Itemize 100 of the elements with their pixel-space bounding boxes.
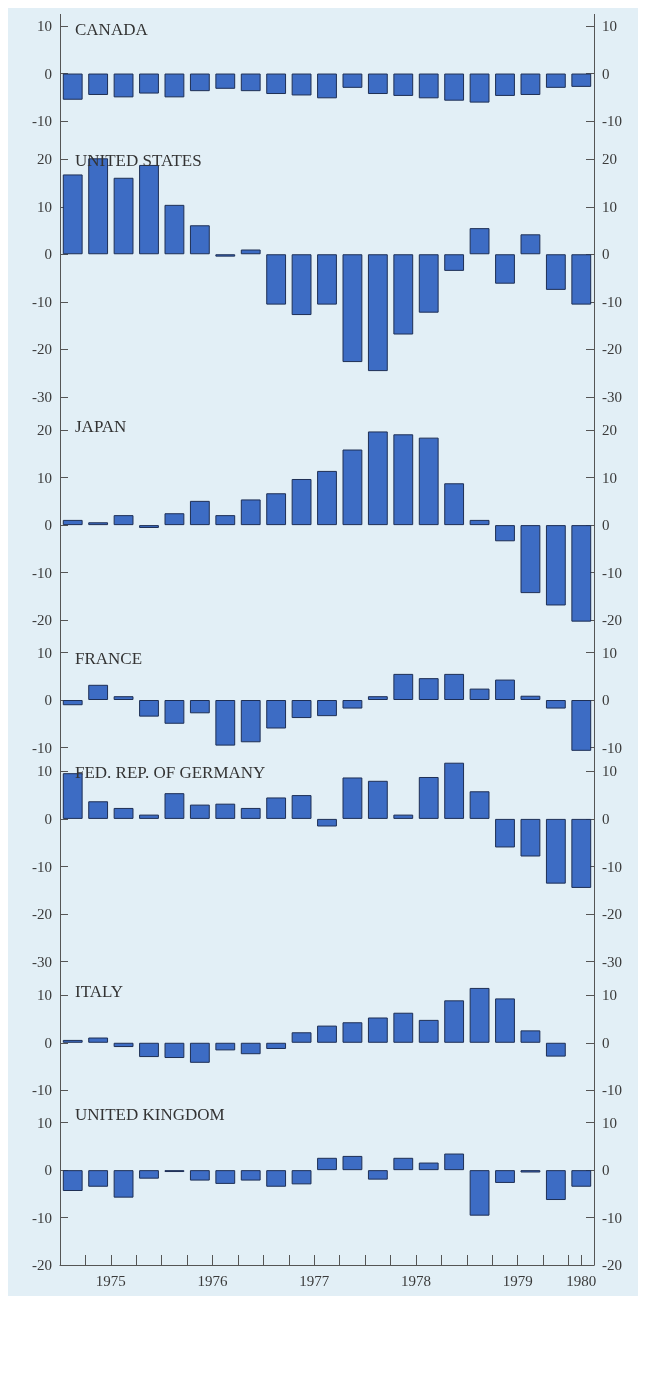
x-tick-label: 1976 [197,1272,229,1289]
y2-tick-label: 0 [602,65,610,82]
bar [444,482,465,525]
y-tick-label: -10 [32,739,52,756]
bar [113,1170,134,1199]
bar [113,177,134,254]
bar [317,1158,337,1171]
bar [139,814,159,820]
bar [367,1170,388,1180]
bar [164,793,185,820]
y2-tick-label: -10 [602,564,622,581]
bar [342,700,363,709]
bar [240,499,261,525]
bar [139,1170,159,1180]
bar [571,1170,592,1188]
y2-tick-label: 10 [602,469,617,486]
bar [113,1042,134,1047]
bar [240,700,261,743]
y2-tick-label: 0 [602,1034,610,1051]
bar [367,253,388,371]
bar [215,514,236,525]
y2-tick-label: 10 [602,1115,617,1132]
y2-tick-label: 0 [602,692,610,709]
bar [317,1025,337,1043]
y2-tick-label: 10 [602,198,617,215]
y-tick-label: -20 [32,611,52,628]
chart-title: ITALY [75,981,123,1001]
bar [266,253,287,305]
bar [367,781,388,820]
bar [88,1170,109,1188]
bar [113,514,134,525]
bar [266,797,287,820]
bar [62,700,83,706]
bar [520,696,541,701]
bar [444,1153,465,1171]
bar [240,249,261,254]
bar [62,174,83,254]
bar [571,700,592,752]
bar [444,763,465,820]
bar [520,819,541,857]
bar [266,492,287,525]
bar [240,808,261,820]
bar [418,1019,439,1043]
y2-tick-label: 0 [602,516,610,533]
bar [164,512,185,525]
y-tick-label: -10 [32,1082,52,1099]
x-tick-label: 1977 [299,1272,330,1289]
bar [189,500,210,525]
chart-title: UNITED KINGDOM [75,1105,225,1125]
y2-tick-label: 20 [602,421,617,438]
bar [189,1170,210,1181]
bar [367,696,388,701]
bar [317,253,337,305]
bar [469,791,490,820]
bar [88,1037,109,1043]
bar [164,1042,185,1058]
y2-tick-label: -20 [602,906,622,923]
bar [88,801,109,820]
bar [444,1000,465,1043]
bar [444,674,465,701]
bar [469,987,490,1043]
bar [545,1170,566,1201]
chart-title: FRANCE [75,649,143,669]
bar [393,253,414,335]
bar [469,688,490,701]
y2-tick-label: -20 [602,1257,622,1274]
y2-tick-label: -20 [602,611,622,628]
bar [444,253,465,271]
x-tick-label: 1979 [502,1272,533,1289]
bar [342,777,363,820]
bar [240,1042,261,1055]
bar [393,433,414,525]
bar [495,1170,515,1184]
bar [266,1170,287,1188]
x-tick-label: 1978 [401,1272,431,1289]
y-tick-label: 10 [37,986,52,1003]
bar [495,679,515,701]
y-tick-label: -30 [32,954,52,971]
y2-tick-label: 20 [602,150,617,167]
bar [393,1158,414,1171]
y2-tick-label: -10 [602,1209,622,1226]
y2-tick-label: 0 [602,245,610,262]
x-tick-label: 1975 [95,1272,126,1289]
bar [164,204,185,254]
bar [342,1022,363,1043]
bar [215,804,236,820]
bar [495,998,515,1043]
bar [139,1042,159,1057]
bar [418,678,439,701]
chart-title: UNITED STATES [75,150,202,170]
bar [317,819,337,827]
bar [393,1012,414,1043]
bar [113,808,134,820]
y-tick-label: -10 [32,564,52,581]
y-tick-label: -20 [32,1257,52,1274]
bar [139,164,159,254]
bar [545,1042,566,1057]
bar [291,1032,312,1043]
bar [520,1030,541,1043]
y2-tick-label: 10 [602,644,617,661]
